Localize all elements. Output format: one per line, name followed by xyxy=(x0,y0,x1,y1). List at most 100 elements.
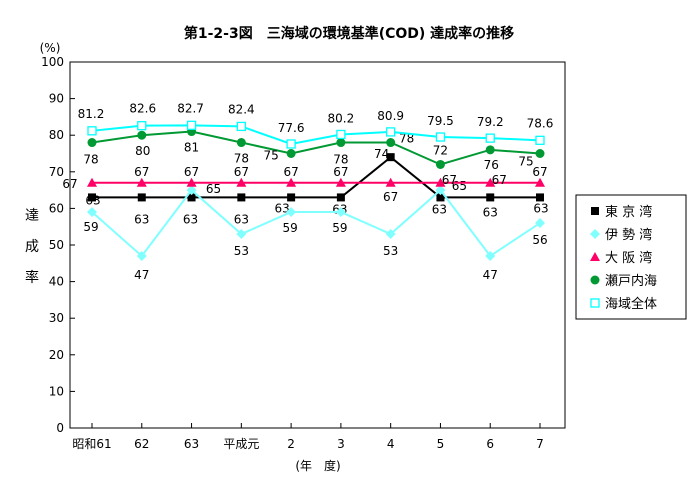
data-point xyxy=(237,193,246,202)
data-point xyxy=(536,193,544,202)
data-label: 56 xyxy=(532,233,547,247)
data-point xyxy=(137,193,146,202)
y-axis-label-char: 成 xyxy=(25,239,39,255)
legend-entry: 伊 勢 湾 xyxy=(605,227,652,243)
data-label: 63 xyxy=(274,201,289,215)
data-point xyxy=(485,177,496,187)
data-point xyxy=(590,298,600,308)
data-label: 67 xyxy=(333,165,348,179)
data-label: 67 xyxy=(442,173,457,187)
data-label: 63 xyxy=(533,201,548,215)
data-point xyxy=(286,207,297,218)
data-point xyxy=(590,275,600,285)
data-point xyxy=(336,129,346,140)
data-label: 75 xyxy=(518,155,533,169)
y-tick-label: 90 xyxy=(49,92,64,106)
data-point xyxy=(286,139,296,149)
data-label: 76 xyxy=(484,158,499,172)
x-axis-label: (年 度) xyxy=(295,458,340,473)
y-tick-label: 40 xyxy=(49,275,64,289)
data-label: 80.2 xyxy=(328,111,355,125)
data-label: 72 xyxy=(433,143,448,157)
y-tick-label: 20 xyxy=(49,348,64,362)
x-tick-label: 平成元 xyxy=(223,437,259,451)
data-label: 59 xyxy=(83,220,98,234)
data-label: 63 xyxy=(85,193,100,207)
data-point xyxy=(336,193,345,202)
data-label: 77.6 xyxy=(278,121,305,135)
data-point xyxy=(535,177,545,187)
series-line xyxy=(92,155,540,199)
data-point xyxy=(535,135,545,145)
data-label: 78.6 xyxy=(527,116,554,130)
data-label: 78 xyxy=(83,153,98,167)
data-label: 63 xyxy=(134,212,149,226)
data-point xyxy=(236,121,246,132)
y-axis-unit: (%) xyxy=(40,41,61,55)
data-point xyxy=(485,250,496,261)
data-label: 81.2 xyxy=(78,107,105,121)
data-label: 80.9 xyxy=(377,109,404,123)
y-tick-label: 50 xyxy=(49,238,64,252)
series-2: 67 67 67 67 67 67 67 67 67 67 xyxy=(62,165,547,204)
x-tick-label: 6 xyxy=(486,437,494,451)
data-label: 78 xyxy=(234,152,249,166)
legend-entry: 海域全体 xyxy=(605,296,657,312)
data-label: 75 xyxy=(263,149,278,163)
data-label: 67 xyxy=(532,165,547,179)
legend-entry: 瀬戸内海 xyxy=(605,273,657,289)
data-label: 67 xyxy=(283,165,298,179)
data-label: 82.4 xyxy=(228,102,255,116)
data-label: 65 xyxy=(206,182,221,196)
data-label: 63 xyxy=(483,205,498,219)
data-point xyxy=(286,177,297,187)
data-point xyxy=(187,193,196,202)
data-point xyxy=(236,229,247,240)
data-point xyxy=(385,229,396,240)
data-point xyxy=(186,177,197,187)
data-point xyxy=(335,177,346,187)
data-point xyxy=(87,138,97,148)
data-label: 67 xyxy=(492,173,507,187)
chart-title: 第1-2-3図 三海域の環境基準(COD) 達成率の推移 xyxy=(184,25,514,42)
data-point xyxy=(136,177,147,187)
data-label: 81 xyxy=(184,141,199,155)
x-tick-label: 62 xyxy=(134,437,149,451)
x-tick-label: 昭和61 xyxy=(72,437,111,451)
data-point xyxy=(386,138,396,148)
data-point xyxy=(336,138,346,148)
data-point xyxy=(287,193,296,202)
y-axis-label-char: 達 xyxy=(25,208,39,224)
data-label: 63 xyxy=(183,212,198,226)
data-point xyxy=(435,159,445,169)
y-tick-label: 30 xyxy=(49,311,64,325)
data-label: 47 xyxy=(134,268,149,282)
data-point xyxy=(436,193,445,202)
data-label: 67 xyxy=(184,165,199,179)
data-label: 63 xyxy=(234,212,249,226)
data-label: 82.7 xyxy=(177,101,204,115)
data-point xyxy=(435,132,446,142)
data-point xyxy=(137,121,147,131)
x-tick-label: 2 xyxy=(287,437,295,451)
data-point xyxy=(87,126,97,136)
data-point xyxy=(186,120,197,130)
x-tick-label: 4 xyxy=(387,437,395,451)
series-0: 63636363636374636363 xyxy=(85,147,548,226)
y-tick-label: 10 xyxy=(49,384,64,398)
y-tick-label: 80 xyxy=(49,128,64,142)
series-layer: 6363636363637463636359476553595953654756… xyxy=(62,101,553,282)
data-point xyxy=(386,153,395,162)
data-point xyxy=(486,193,495,202)
data-point xyxy=(136,250,147,261)
data-point xyxy=(485,133,495,143)
data-point xyxy=(335,207,346,218)
data-point xyxy=(485,145,495,155)
data-label: 74 xyxy=(374,147,389,161)
data-point xyxy=(535,149,545,158)
data-point xyxy=(286,149,296,158)
y-tick-label: 0 xyxy=(56,421,64,435)
